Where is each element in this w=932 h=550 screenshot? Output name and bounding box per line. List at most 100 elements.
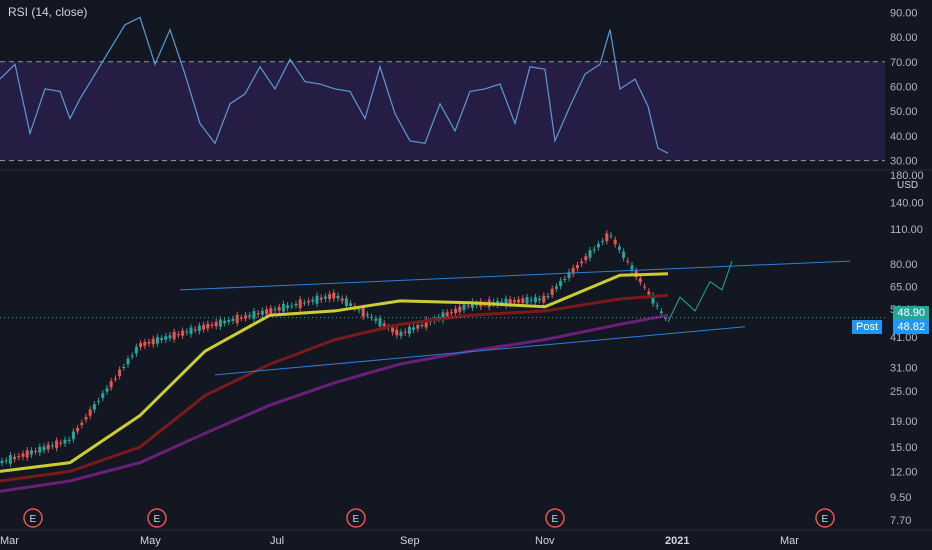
candle-body <box>601 241 605 243</box>
price-tick-label: 9.50 <box>890 492 911 504</box>
candle-body <box>403 331 407 333</box>
candle-body <box>8 455 12 464</box>
candle-body <box>617 246 621 250</box>
candle-body <box>538 298 542 301</box>
candle-body <box>563 278 567 280</box>
candle-body <box>294 304 298 306</box>
candle-body <box>420 324 424 326</box>
moving-average-0 <box>0 272 669 473</box>
candle-body <box>113 378 117 380</box>
candle-body <box>126 358 130 365</box>
channel-upper <box>179 260 851 291</box>
candle-body <box>105 388 109 392</box>
candle-body <box>395 329 399 336</box>
candle-body <box>588 250 592 258</box>
post-label: Post <box>851 320 882 334</box>
price-tick-label: 31.00 <box>890 363 918 375</box>
candle-body <box>626 260 630 262</box>
rsi-panel <box>0 16 885 162</box>
earnings-marker[interactable]: E <box>346 508 366 528</box>
candle-body <box>592 249 596 251</box>
candle-body <box>63 439 67 444</box>
candle-body <box>223 320 227 324</box>
price-tick-label: 7.70 <box>890 515 911 527</box>
earnings-label: E <box>552 514 559 525</box>
earnings-circle <box>545 508 565 528</box>
moving-average-1 <box>0 293 669 483</box>
candle-body <box>441 312 445 321</box>
projection-path <box>667 260 733 323</box>
candle-body <box>655 305 659 307</box>
candle-body <box>298 299 302 309</box>
candle-body <box>517 299 521 303</box>
candle-body <box>248 315 252 317</box>
candle-body <box>277 307 281 311</box>
candle-body <box>466 305 470 307</box>
candle-body <box>101 393 105 398</box>
candle-body <box>340 298 344 301</box>
candle-body <box>361 307 365 317</box>
candle-body <box>151 338 155 345</box>
candle-body <box>235 314 239 324</box>
candle-body <box>550 288 554 295</box>
candle-body <box>470 301 474 308</box>
earnings-marker[interactable]: E <box>147 508 167 528</box>
candle-body <box>500 301 504 303</box>
earnings-circle <box>147 508 167 528</box>
candle-body <box>315 295 319 304</box>
candle-body <box>109 381 113 388</box>
candle-body <box>25 450 29 458</box>
candle-body <box>399 331 403 336</box>
candle-body <box>605 233 609 242</box>
earnings-marker[interactable]: E <box>815 508 835 528</box>
earnings-circle <box>23 508 43 528</box>
candle-body <box>416 325 420 329</box>
candle-body <box>252 311 256 319</box>
candle-body <box>59 442 63 444</box>
candle-body <box>92 404 96 410</box>
earnings-label: E <box>353 514 360 525</box>
candle-body <box>412 327 416 330</box>
x-tick-label: Jul <box>270 535 284 547</box>
candle-body <box>311 299 315 302</box>
candle-body <box>139 343 143 348</box>
candle-body <box>122 366 126 368</box>
candle-body <box>382 323 386 327</box>
candle-body <box>4 460 8 462</box>
candle-body <box>407 326 411 334</box>
candle-body <box>290 305 294 307</box>
candle-body <box>613 239 617 245</box>
candle-body <box>525 297 529 304</box>
rsi-tick-label: 30.00 <box>890 156 918 168</box>
candle-body <box>42 446 46 451</box>
candle-body <box>210 324 214 326</box>
candle-body <box>168 335 172 339</box>
post-price-tag: 48.82 <box>893 320 929 334</box>
candle-body <box>647 291 651 295</box>
x-tick-label: Nov <box>535 535 555 547</box>
candle-body <box>664 317 668 319</box>
candle-body <box>571 267 575 274</box>
candle-body <box>445 312 449 317</box>
earnings-marker[interactable]: E <box>545 508 565 528</box>
candle-body <box>391 327 395 333</box>
rsi-line <box>0 16 669 154</box>
candle-body <box>218 319 222 327</box>
candle-body <box>567 272 571 278</box>
candle-body <box>164 336 168 340</box>
rsi-band <box>0 61 885 161</box>
candle-body <box>638 278 642 283</box>
candle-body <box>349 303 353 306</box>
candle-body <box>155 337 159 344</box>
price-tick-label: 65.00 <box>890 281 918 293</box>
candle-body <box>143 342 147 346</box>
candle-body <box>97 400 101 402</box>
candle-body <box>651 295 655 304</box>
rsi-indicator-label[interactable]: RSI (14, close) <box>8 5 88 19</box>
moving-average-2 <box>0 313 669 493</box>
earnings-marker[interactable]: E <box>23 508 43 528</box>
x-tick-label: Mar <box>780 535 799 547</box>
candle-body <box>130 355 134 357</box>
